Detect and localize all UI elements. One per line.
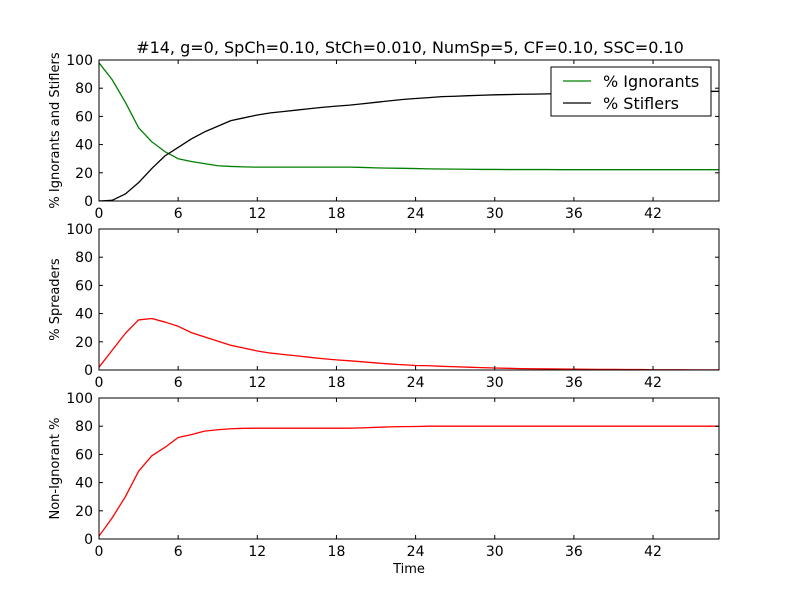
x-tick-label: 6 (174, 206, 183, 222)
x-tick-label: 36 (565, 206, 583, 222)
y-axis-label: % Ignorants and Stiflers (48, 52, 63, 208)
x-tick-label: 24 (407, 375, 425, 391)
x-tick-label: 18 (328, 544, 346, 560)
legend-entry: % Stiflers (603, 94, 679, 113)
series-line-3-1 (99, 425, 719, 537)
y-tick-label: 80 (75, 81, 93, 97)
figure-title: #14, g=0, SpCh=0.10, StCh=0.010, NumSp=5… (136, 38, 684, 57)
legend-box (550, 66, 712, 117)
y-tick-label: 20 (75, 504, 93, 520)
x-tick-label: 30 (486, 206, 504, 222)
axes-frame (98, 59, 720, 202)
y-tick-label: 0 (84, 194, 93, 210)
series-line-ignorants (99, 62, 719, 171)
x-tick-label: 18 (328, 375, 346, 391)
x-tick-label: 36 (565, 375, 583, 391)
legend-entry: % Ignorants (603, 72, 699, 91)
x-tick-label: 12 (248, 206, 266, 222)
y-tick-label: 60 (75, 278, 93, 294)
y-axis-label: % Spreaders (48, 258, 63, 341)
y-tick-label: 80 (75, 419, 93, 435)
x-tick-label: 0 (95, 544, 104, 560)
axes-frame (98, 397, 720, 540)
y-tick-label: 60 (75, 109, 93, 125)
subplot-1: 0 6 12 18 24 30 36 42 0 20 40 60 80 100% Ignorants an… (48, 52, 720, 222)
y-tick-label: 100 (66, 222, 93, 238)
y-tick-label: 0 (84, 363, 93, 379)
y-tick-label: 20 (75, 166, 93, 182)
y-tick-label: 40 (75, 307, 93, 323)
x-tick-label: 42 (644, 206, 662, 222)
y-tick-label: 100 (66, 53, 93, 69)
x-tick-label: 30 (486, 544, 504, 560)
y-tick-label: 0 (84, 532, 93, 548)
y-tick-label: 40 (75, 476, 93, 492)
legend: % Ignorants % Stiflers (550, 66, 712, 117)
x-tick-label: 6 (174, 375, 183, 391)
y-tick-label: 20 (75, 335, 93, 351)
y-tick-label: 40 (75, 138, 93, 154)
x-tick-label: 42 (644, 544, 662, 560)
series-line-2-1 (99, 317, 719, 370)
x-tick-label: 0 (95, 206, 104, 222)
x-axis-label: Time (392, 562, 425, 577)
x-tick-label: 30 (486, 375, 504, 391)
subplot-2: 0 6 12 18 24 30 36 42 0 20 40 60 80 100 % Spreaders (48, 222, 720, 391)
x-tick-label: 12 (248, 544, 266, 560)
x-tick-label: 6 (174, 544, 183, 560)
y-tick-label: 60 (75, 447, 93, 463)
x-tick-label: 24 (407, 544, 425, 560)
x-tick-label: 36 (565, 544, 583, 560)
x-tick-label: 42 (644, 375, 662, 391)
y-axis-label: Non-Ignorant % (48, 417, 63, 519)
axes-frame (98, 228, 720, 371)
x-tick-label: 24 (407, 206, 425, 222)
x-tick-label: 12 (248, 375, 266, 391)
y-tick-label: 80 (75, 250, 93, 266)
y-tick-label: 100 (66, 391, 93, 407)
x-tick-label: 18 (328, 206, 346, 222)
x-tick-label: 0 (95, 375, 104, 391)
